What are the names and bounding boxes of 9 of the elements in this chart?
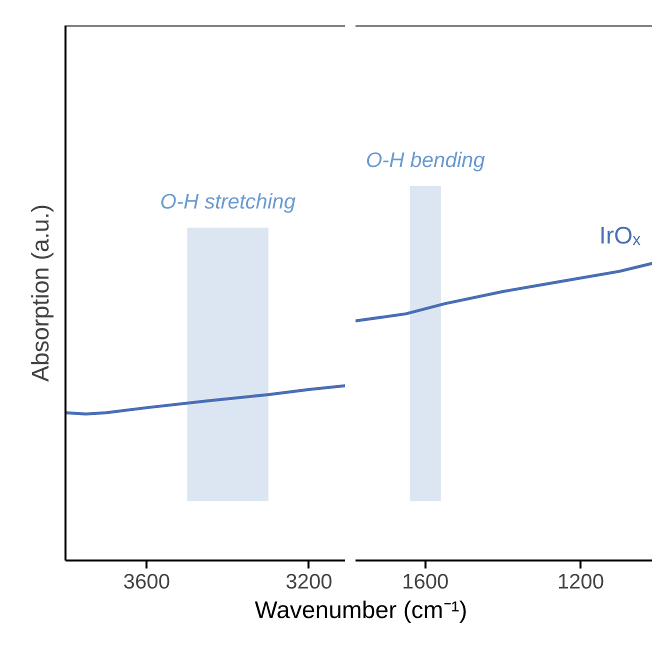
x-tick-label: 3600 <box>123 570 170 594</box>
x-tick-label: 3200 <box>286 570 332 594</box>
x-tick-label: 1600 <box>402 570 449 594</box>
band-label: O-H stretching <box>160 190 296 214</box>
x-axis-title: Wavenumber (cm⁻¹) <box>254 596 468 626</box>
band-label: O-H bending <box>366 149 486 172</box>
series-label: IrOₓ <box>599 222 641 250</box>
x-tick-label: 1200 <box>557 570 604 594</box>
y-axis-title: Absorption (a.u.) <box>28 204 54 382</box>
